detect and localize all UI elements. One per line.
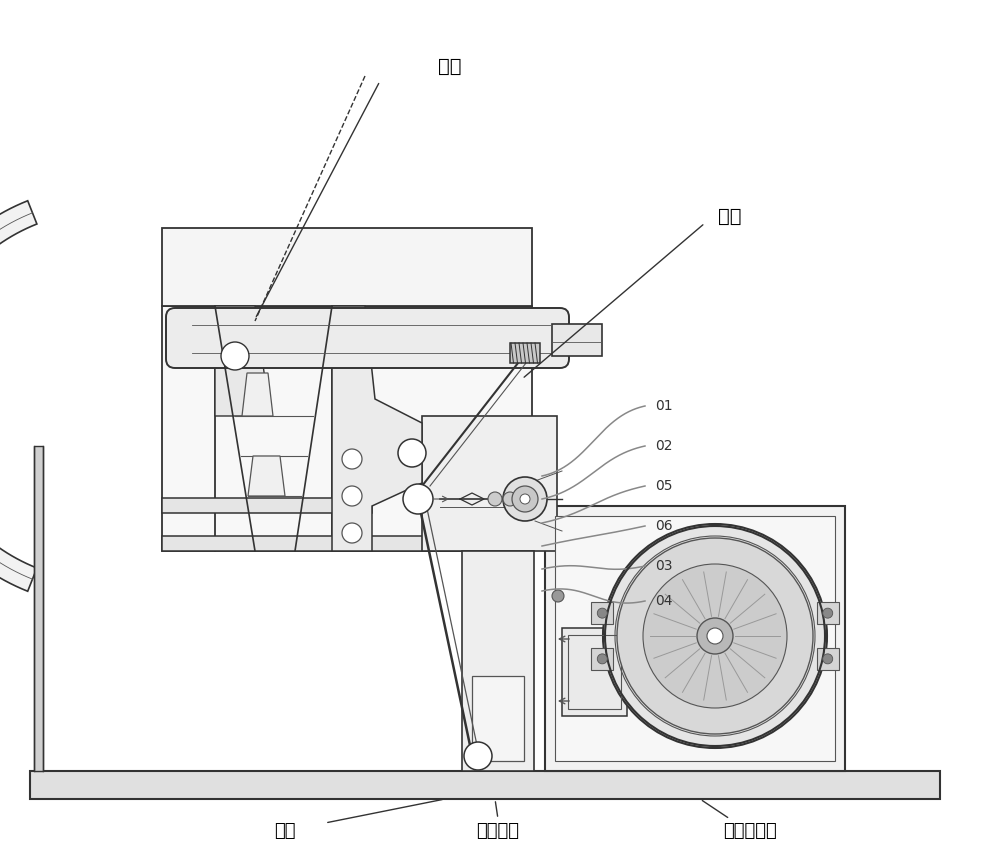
Text: 游梁: 游梁 [438,56,462,76]
FancyBboxPatch shape [817,648,839,670]
FancyBboxPatch shape [817,603,839,624]
Text: 曲柄: 曲柄 [274,822,296,840]
Circle shape [603,524,827,748]
FancyBboxPatch shape [591,648,613,670]
Bar [510,343,540,363]
Circle shape [597,654,607,664]
Circle shape [503,477,547,521]
Text: 04: 04 [655,594,672,608]
Polygon shape [215,306,270,416]
FancyBboxPatch shape [591,603,613,624]
Text: 曲柄支架: 曲柄支架 [477,822,520,840]
Bar [568,635,621,709]
Bar [462,551,534,771]
Polygon shape [0,201,37,591]
Circle shape [512,486,538,512]
Text: 03: 03 [655,559,672,573]
Bar [162,306,532,551]
Bar [162,228,532,306]
Polygon shape [332,306,422,551]
FancyBboxPatch shape [166,308,569,368]
Circle shape [707,628,723,644]
Bar [555,516,835,761]
Circle shape [552,590,564,602]
Circle shape [403,484,433,514]
Bar [562,628,627,716]
Polygon shape [242,373,273,416]
Bar [472,676,524,761]
Text: 02: 02 [655,439,672,453]
Circle shape [342,486,362,506]
Circle shape [597,608,607,618]
Circle shape [342,523,362,543]
Circle shape [342,449,362,469]
Circle shape [398,439,426,467]
Circle shape [823,608,833,618]
Circle shape [520,494,530,504]
Text: 连杆: 连杆 [718,207,742,226]
Circle shape [503,492,517,506]
Text: 05: 05 [655,479,672,493]
Circle shape [643,564,787,708]
Polygon shape [248,456,285,496]
Text: 01: 01 [655,399,673,413]
Circle shape [823,654,833,664]
Circle shape [464,742,492,770]
Circle shape [697,618,733,654]
Bar [545,506,845,771]
Text: 主轴电机箱: 主轴电机箱 [723,822,777,840]
Text: 06: 06 [655,519,673,533]
Circle shape [488,492,502,506]
Bar [162,498,372,513]
Bar [30,771,940,799]
Bar [162,536,532,551]
Circle shape [617,538,813,734]
Bar [34,446,43,771]
Bar [422,416,557,551]
Circle shape [221,342,249,370]
Bar [552,324,602,356]
